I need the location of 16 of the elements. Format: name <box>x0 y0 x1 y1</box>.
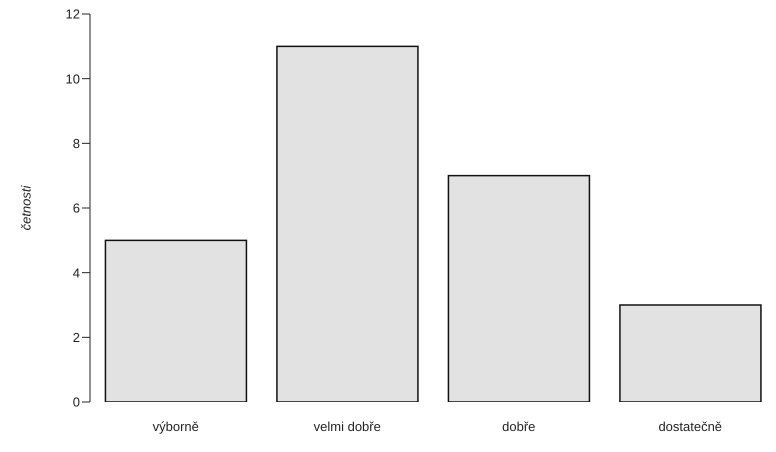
y-tick-label: 8 <box>72 136 80 151</box>
y-tick-label: 4 <box>72 265 80 280</box>
y-axis-title: četnosti <box>18 184 34 230</box>
bar <box>448 174 590 402</box>
bar <box>104 240 248 402</box>
y-tick-label: 6 <box>72 200 80 216</box>
y-tick-label: 10 <box>66 71 80 86</box>
y-tick-label: 12 <box>66 6 80 22</box>
x-tick-label: dostatečně <box>658 419 722 434</box>
bar <box>276 46 419 402</box>
x-tick-label: dobře <box>502 419 536 434</box>
y-tick-label: 2 <box>72 330 80 345</box>
x-tick-label: výborně <box>152 419 199 434</box>
y-tick-label: 0 <box>72 394 80 410</box>
x-tick-label: velmi dobře <box>314 419 381 434</box>
bar <box>619 304 762 402</box>
